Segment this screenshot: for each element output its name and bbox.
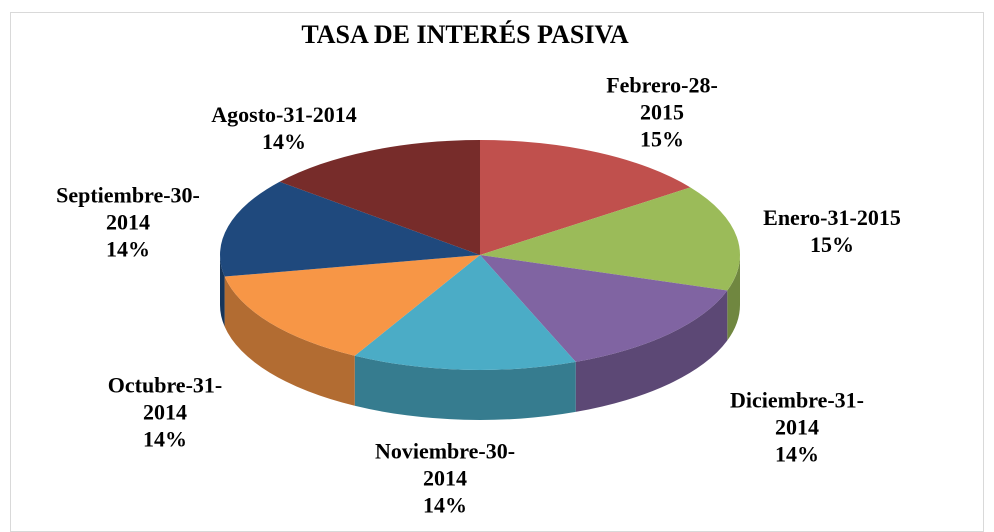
pie-slice [480,140,691,255]
pie-side [575,290,728,412]
value-label: 14% [262,129,306,154]
data-label: Enero-31-2015 15% [732,204,932,258]
pie-side [354,355,576,420]
chart-title: TASA DE INTERÉS PASIVA [301,20,629,49]
pie-slice [220,181,480,277]
value-label: 14% [106,236,150,262]
value-label: 15% [810,232,854,257]
category-label: Febrero-28-2015 [606,72,718,125]
category-label: Octubre-31-2014 [107,372,223,425]
data-label: Septiembre-30-2014 14% [38,182,218,263]
pie-side [220,255,225,327]
category-label: Agosto-31-2014 [211,102,357,127]
pie-slice [354,255,576,370]
data-label: Noviembre-30-2014 14% [355,438,535,519]
category-label: Noviembre-30-2014 [374,438,516,491]
value-label: 14% [143,426,187,452]
pie-side [224,276,355,406]
data-label: Agosto-31-2014 14% [184,101,384,155]
category-label: Enero-31-2015 [763,205,901,230]
value-label: 14% [423,492,467,518]
value-label: 15% [640,126,684,152]
pie-slice [279,140,480,255]
pie-slice [224,255,480,356]
category-label: Diciembre-31-2014 [730,387,864,440]
data-label: Diciembre-31-2014 14% [712,387,882,468]
data-label: Octubre-31-2014 14% [95,372,235,453]
category-label: Septiembre-30-2014 [56,182,200,235]
pie-side [727,255,740,341]
pie-slice [480,255,728,362]
data-label: Febrero-28-2015 15% [592,72,732,153]
pie-slice [480,187,740,291]
value-label: 14% [775,441,819,467]
